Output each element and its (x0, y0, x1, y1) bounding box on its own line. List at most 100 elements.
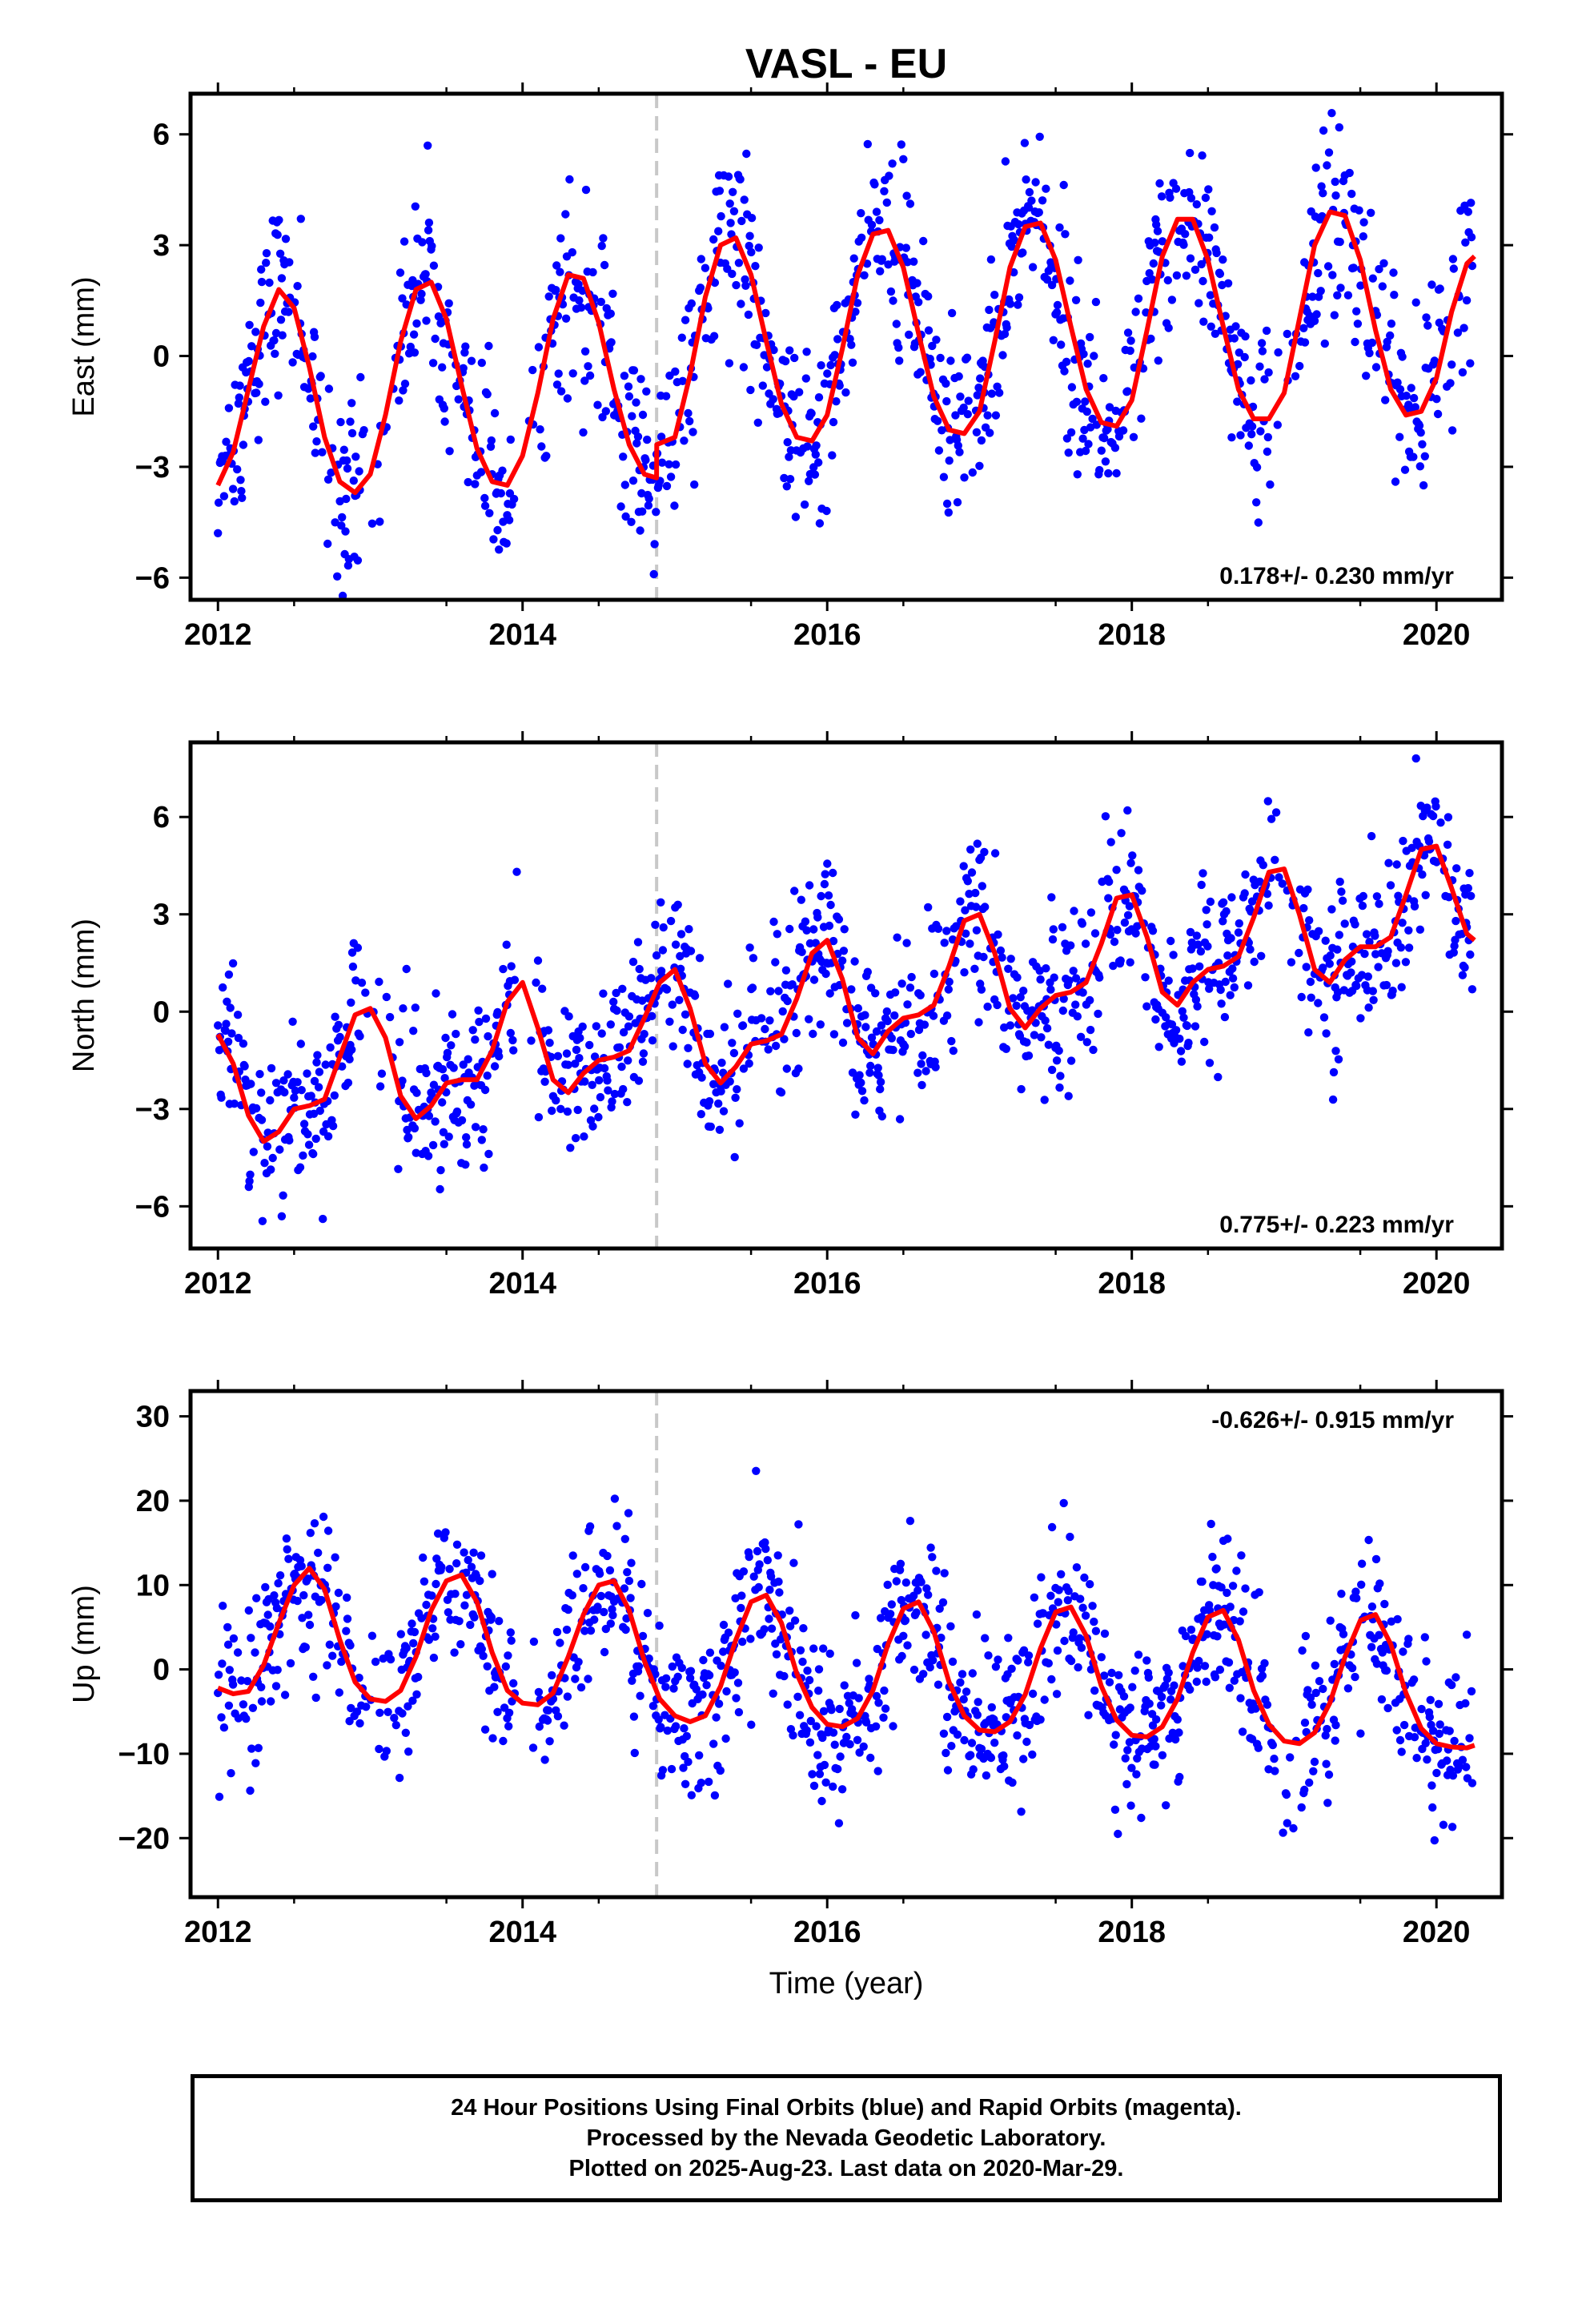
position-point (1064, 1586, 1073, 1595)
position-point (1119, 1692, 1129, 1701)
position-point (275, 1571, 285, 1580)
position-point (774, 1577, 783, 1586)
position-point (919, 236, 928, 246)
position-point (1114, 1829, 1122, 1839)
position-point (954, 372, 963, 381)
position-point (1291, 372, 1300, 380)
position-point (942, 1712, 952, 1722)
position-point (1072, 397, 1082, 406)
position-point (821, 1778, 830, 1787)
position-point (671, 367, 680, 376)
position-point (963, 877, 973, 886)
position-point (849, 254, 858, 263)
position-point (952, 922, 961, 931)
position-point (217, 1713, 226, 1722)
position-point (440, 404, 448, 413)
position-point (449, 1063, 458, 1072)
position-point (1468, 985, 1477, 994)
position-point (1198, 151, 1207, 160)
position-point (1433, 409, 1443, 419)
position-point (981, 1634, 990, 1642)
position-point (1257, 339, 1267, 348)
position-point (1331, 1047, 1340, 1055)
position-point (668, 1000, 677, 1009)
position-point (639, 1049, 648, 1058)
position-point (735, 1119, 744, 1128)
position-point (667, 1764, 677, 1774)
position-point (1404, 1634, 1413, 1643)
position-point (1162, 1801, 1170, 1810)
position-point (312, 1058, 321, 1067)
position-point (1073, 470, 1082, 479)
position-point (233, 1648, 243, 1657)
position-point (1150, 238, 1159, 247)
position-point (765, 1614, 773, 1623)
position-point (788, 980, 797, 989)
position-point (424, 218, 434, 227)
position-point (710, 278, 720, 287)
position-point (1426, 1695, 1435, 1704)
x-tick-label: 2016 (793, 618, 861, 652)
position-point (857, 1087, 867, 1096)
position-point (326, 1043, 335, 1052)
position-point (285, 258, 294, 267)
position-point (508, 1697, 516, 1706)
position-point (1266, 480, 1275, 489)
position-point (1316, 287, 1325, 296)
position-point (362, 1703, 371, 1711)
position-point (461, 1160, 470, 1169)
position-point (935, 1604, 944, 1614)
position-point (1131, 308, 1140, 316)
plot-area (214, 742, 1477, 1289)
position-point (572, 1045, 581, 1055)
position-point (1071, 1000, 1080, 1009)
position-point (780, 473, 789, 483)
position-point (298, 1614, 307, 1622)
position-point (890, 988, 900, 997)
position-point (922, 1584, 931, 1593)
position-point (1219, 898, 1228, 907)
position-point (1166, 193, 1174, 202)
position-point (599, 234, 608, 243)
position-point (1171, 1735, 1180, 1744)
position-point (991, 1663, 1001, 1671)
position-point (1062, 434, 1072, 443)
position-point (690, 480, 699, 489)
position-point (1357, 1559, 1367, 1568)
position-point (681, 1010, 690, 1019)
x-tick-label: 2016 (793, 1916, 861, 1949)
position-point (629, 366, 639, 375)
position-point (1423, 321, 1432, 330)
position-point (1002, 323, 1011, 332)
position-point (905, 1517, 915, 1526)
position-point (296, 1039, 305, 1048)
position-point (562, 1625, 572, 1634)
position-point (255, 1281, 263, 1289)
position-point (877, 255, 887, 263)
position-point (1040, 1695, 1049, 1704)
position-point (1235, 348, 1244, 357)
position-point (706, 1122, 715, 1132)
position-point (790, 1616, 800, 1625)
position-point (1055, 223, 1064, 232)
position-point (347, 1703, 355, 1713)
position-point (543, 1716, 552, 1725)
position-point (1065, 976, 1074, 985)
position-point (840, 1681, 849, 1690)
position-point (310, 332, 319, 341)
position-point (605, 1566, 615, 1575)
position-point (857, 209, 865, 218)
position-point (548, 1671, 556, 1680)
position-point (845, 1739, 854, 1749)
position-point (1166, 936, 1175, 946)
position-point (1308, 292, 1317, 301)
position-point (1066, 276, 1074, 285)
position-point (440, 1074, 449, 1083)
position-point (1411, 754, 1420, 763)
position-point (402, 1643, 411, 1653)
position-point (501, 1662, 510, 1671)
position-point (839, 947, 849, 955)
position-point (1116, 956, 1125, 965)
position-point (1091, 1626, 1101, 1635)
